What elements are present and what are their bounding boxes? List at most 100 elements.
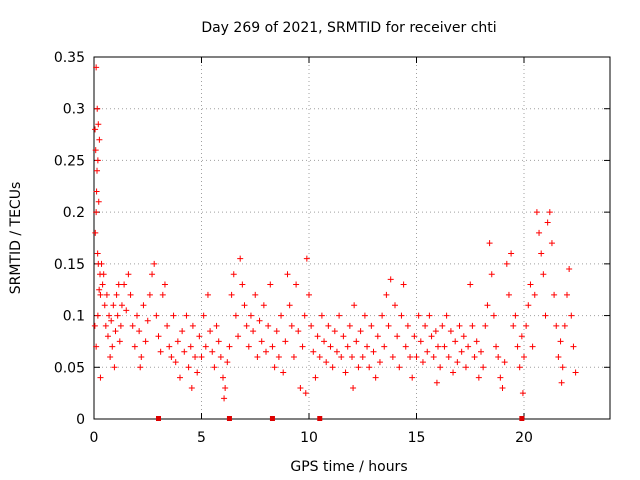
data-point	[168, 353, 175, 360]
data-point	[232, 312, 239, 319]
data-point	[200, 312, 207, 319]
data-point	[166, 343, 173, 350]
data-point	[286, 302, 293, 309]
data-point	[97, 291, 104, 298]
data-point	[336, 312, 343, 319]
data-point	[209, 348, 216, 355]
y-tick-label: 0.1	[63, 309, 85, 325]
data-point	[536, 229, 543, 236]
data-point	[102, 322, 109, 329]
data-point	[344, 343, 351, 350]
data-point	[159, 291, 166, 298]
chart-title: Day 269 of 2021, SRMTID for receiver cht…	[201, 20, 496, 36]
data-point	[207, 328, 214, 335]
data-point	[265, 322, 272, 329]
y-tick-label: 0	[76, 412, 85, 428]
data-point	[188, 384, 195, 391]
data-point	[138, 353, 145, 360]
x-tick-label: 20	[515, 430, 533, 446]
data-point	[572, 369, 579, 376]
data-point	[151, 260, 158, 267]
x-tick-label: 5	[197, 430, 206, 446]
data-point	[512, 312, 519, 319]
data-point	[109, 343, 116, 350]
data-point	[245, 343, 252, 350]
y-tick-label: 0.3	[63, 102, 85, 118]
data-point	[428, 333, 435, 340]
data-point	[568, 312, 575, 319]
zero-marker	[226, 416, 232, 421]
data-point	[361, 312, 368, 319]
data-point	[559, 364, 566, 371]
data-point	[501, 359, 508, 366]
data-point	[91, 322, 98, 329]
data-point	[92, 229, 99, 236]
data-point	[112, 328, 119, 335]
data-point	[302, 390, 309, 397]
zero-marker	[156, 416, 161, 421]
data-point	[269, 343, 276, 350]
data-point	[95, 198, 102, 205]
data-point	[389, 353, 396, 360]
data-point	[350, 384, 357, 391]
data-point	[519, 390, 526, 397]
data-point	[441, 343, 448, 350]
data-point	[254, 353, 261, 360]
data-point	[452, 338, 459, 345]
x-tick-label: 10	[300, 430, 318, 446]
data-point	[94, 105, 101, 112]
data-point	[333, 348, 340, 355]
data-point	[104, 333, 111, 340]
data-point	[340, 333, 347, 340]
data-point	[525, 302, 532, 309]
data-point	[462, 364, 469, 371]
data-point	[140, 302, 147, 309]
data-point	[137, 364, 144, 371]
data-point	[213, 322, 220, 329]
data-point	[196, 333, 203, 340]
data-point	[553, 322, 560, 329]
data-point	[198, 353, 205, 360]
data-point	[398, 312, 405, 319]
data-point	[505, 291, 512, 298]
data-point	[555, 353, 562, 360]
data-point	[458, 348, 465, 355]
data-point	[134, 312, 140, 319]
data-point	[297, 384, 304, 391]
data-point	[306, 291, 312, 298]
data-point	[123, 307, 130, 314]
data-point	[342, 369, 349, 376]
data-point	[93, 343, 100, 350]
data-point	[228, 291, 235, 298]
zero-marker	[269, 416, 275, 421]
data-point	[538, 250, 545, 257]
data-point	[92, 147, 99, 154]
data-point	[478, 348, 484, 355]
data-point	[327, 343, 334, 350]
data-point	[503, 260, 510, 267]
data-point	[107, 353, 114, 360]
data-point	[529, 343, 536, 350]
data-point	[111, 364, 118, 371]
data-point	[293, 281, 300, 288]
data-point	[430, 353, 437, 360]
data-point	[445, 353, 452, 360]
x-axis-label: GPS time / hours	[290, 459, 407, 475]
data-point	[383, 291, 390, 298]
data-point	[103, 291, 110, 298]
data-point	[318, 312, 325, 319]
data-point	[177, 374, 183, 381]
data-point	[400, 281, 407, 288]
data-point	[368, 322, 375, 329]
data-point	[273, 328, 280, 335]
data-point	[215, 338, 222, 345]
data-point	[299, 343, 306, 350]
data-point	[127, 291, 134, 298]
data-point	[96, 286, 103, 293]
data-point	[518, 333, 525, 340]
data-point	[480, 364, 487, 371]
data-point	[417, 338, 424, 345]
data-point	[131, 343, 138, 350]
data-point	[243, 322, 250, 329]
data-point	[278, 312, 285, 319]
